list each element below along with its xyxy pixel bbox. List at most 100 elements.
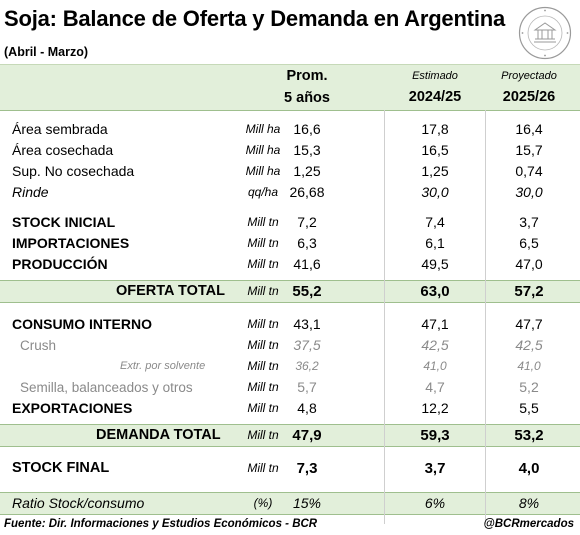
value-prom: 4,8 [297, 400, 317, 416]
oferta-bottom-divider [0, 302, 580, 303]
value-2025-26: 8% [518, 495, 540, 511]
row-label: Extr. por solvente [120, 360, 206, 372]
table-row-total: OFERTA TOTAL Mill tn 55,2 63,0 57,2 [0, 281, 580, 302]
col2-header-sub: Estimado [412, 70, 458, 82]
value-2024-25: 12,2 [421, 400, 449, 416]
row-label: Área cosechada [12, 142, 114, 158]
value-2025-26: 6,5 [519, 235, 539, 251]
social-handle: @BCRmercados [483, 518, 574, 530]
row-unit: Mill ha [245, 164, 281, 178]
row-unit: Mill ha [245, 143, 281, 157]
row-unit: Mill tn [247, 236, 279, 250]
row-unit: Mill tn [247, 380, 279, 394]
table-row: Área cosechada Mill ha 15,3 16,5 15,7 [0, 140, 580, 161]
value-2024-25: 4,7 [425, 379, 445, 395]
table-row-total: DEMANDA TOTAL Mill tn 47,9 59,3 53,2 [0, 425, 580, 446]
row-unit: Mill tn [247, 257, 279, 271]
value-prom: 6,3 [297, 235, 317, 251]
row-unit: Mill tn [247, 359, 279, 373]
row-unit: Mill tn [247, 284, 279, 298]
value-prom: 7,3 [296, 460, 318, 477]
table-row: Crush Mill tn 37,5 42,5 42,5 [0, 335, 580, 356]
value-prom: 15% [292, 495, 322, 511]
row-unit: qq/ha [247, 185, 279, 199]
value-prom: 5,7 [297, 379, 317, 395]
value-2024-25: 41,0 [423, 359, 447, 373]
value-2025-26: 4,0 [518, 460, 540, 477]
row-label: Crush [20, 338, 57, 353]
value-prom: 55,2 [292, 283, 322, 300]
row-unit: Mill tn [247, 317, 279, 331]
table-row: Rinde qq/ha 26,68 30,0 30,0 [0, 182, 580, 203]
value-2024-25: 3,7 [424, 460, 446, 477]
table-row: Semilla, balanceados y otros Mill tn 5,7… [0, 377, 580, 398]
row-label: PRODUCCIÓN [12, 256, 108, 272]
value-2025-26: 0,74 [515, 163, 543, 179]
row-label: OFERTA TOTAL [116, 283, 226, 299]
row-unit: Mill tn [247, 338, 279, 352]
column-divider [485, 110, 486, 524]
table-row: STOCK INICIAL Mill tn 7,2 7,4 3,7 [0, 212, 580, 233]
value-prom: 37,5 [293, 337, 321, 353]
row-label: IMPORTACIONES [12, 235, 130, 251]
oferta-top-divider [0, 280, 580, 281]
value-2025-26: 3,7 [519, 214, 539, 230]
table-title: Soja: Balance de Oferta y Demanda en Arg… [4, 6, 506, 31]
table-row: Extr. por solvente Mill tn 36,2 41,0 41,… [0, 356, 580, 377]
row-unit: Mill tn [247, 401, 279, 415]
col1-header-main: Prom. [286, 68, 328, 84]
value-2024-25: 7,4 [425, 214, 445, 230]
bcr-seal-logo [518, 6, 572, 60]
value-prom: 43,1 [293, 316, 321, 332]
value-prom: 7,2 [297, 214, 317, 230]
row-unit: Mill ha [245, 122, 281, 136]
source-note: Fuente: Dir. Informaciones y Estudios Ec… [4, 518, 318, 530]
row-label: STOCK INICIAL [12, 214, 116, 230]
value-2024-25: 1,25 [421, 163, 449, 179]
value-2024-25: 30,0 [421, 184, 449, 200]
ratio-bottom-divider [0, 514, 580, 515]
demanda-total-band [0, 424, 580, 446]
value-2024-25: 17,8 [421, 121, 449, 137]
value-prom: 26,68 [289, 184, 325, 200]
value-2024-25: 6,1 [425, 235, 445, 251]
table-row: EXPORTACIONES Mill tn 4,8 12,2 5,5 [0, 398, 580, 419]
value-2025-26: 57,2 [514, 283, 544, 300]
value-2024-25: 49,5 [421, 256, 449, 272]
value-prom: 15,3 [293, 142, 321, 158]
col3-header-main: 2025/26 [502, 89, 556, 105]
value-2024-25: 59,3 [420, 427, 450, 444]
row-label: Área sembrada [12, 121, 108, 137]
row-unit: Mill tn [247, 461, 279, 475]
table-row: PRODUCCIÓN Mill tn 41,6 49,5 47,0 [0, 254, 580, 275]
row-label: Ratio Stock/consumo [12, 495, 145, 511]
table-row: Ratio Stock/consumo (%) 15% 6% 8% [0, 493, 580, 514]
value-2024-25: 6% [424, 495, 446, 511]
table-row-total: STOCK FINAL Mill tn 7,3 3,7 4,0 [0, 458, 580, 479]
value-2025-26: 42,5 [515, 337, 543, 353]
row-unit: Mill tn [247, 428, 279, 442]
value-2024-25: 42,5 [421, 337, 449, 353]
demanda-top-divider [0, 424, 580, 425]
value-2024-25: 63,0 [420, 283, 450, 300]
table-row: Sup. No cosechada Mill ha 1,25 1,25 0,74 [0, 161, 580, 182]
ratio-top-divider [0, 492, 580, 493]
value-prom: 47,9 [292, 427, 322, 444]
value-2025-26: 16,4 [515, 121, 543, 137]
row-label: EXPORTACIONES [12, 400, 133, 416]
row-label: CONSUMO INTERNO [12, 316, 152, 332]
value-2025-26: 5,2 [519, 379, 539, 395]
value-prom: 41,6 [293, 256, 321, 272]
value-2024-25: 16,5 [421, 142, 449, 158]
row-unit: Mill tn [247, 215, 279, 229]
col3-header-sub: Proyectado [501, 70, 557, 82]
column-divider [384, 110, 385, 524]
value-2025-26: 47,0 [515, 256, 543, 272]
col1-header-sub: 5 años [284, 90, 330, 106]
header-band [0, 64, 580, 111]
row-label: Sup. No cosechada [12, 163, 135, 179]
row-unit: (%) [253, 496, 273, 510]
table-row: Área sembrada Mill ha 16,6 17,8 16,4 [0, 119, 580, 140]
ratio-band [0, 492, 580, 514]
table-row: CONSUMO INTERNO Mill tn 43,1 47,1 47,7 [0, 314, 580, 335]
